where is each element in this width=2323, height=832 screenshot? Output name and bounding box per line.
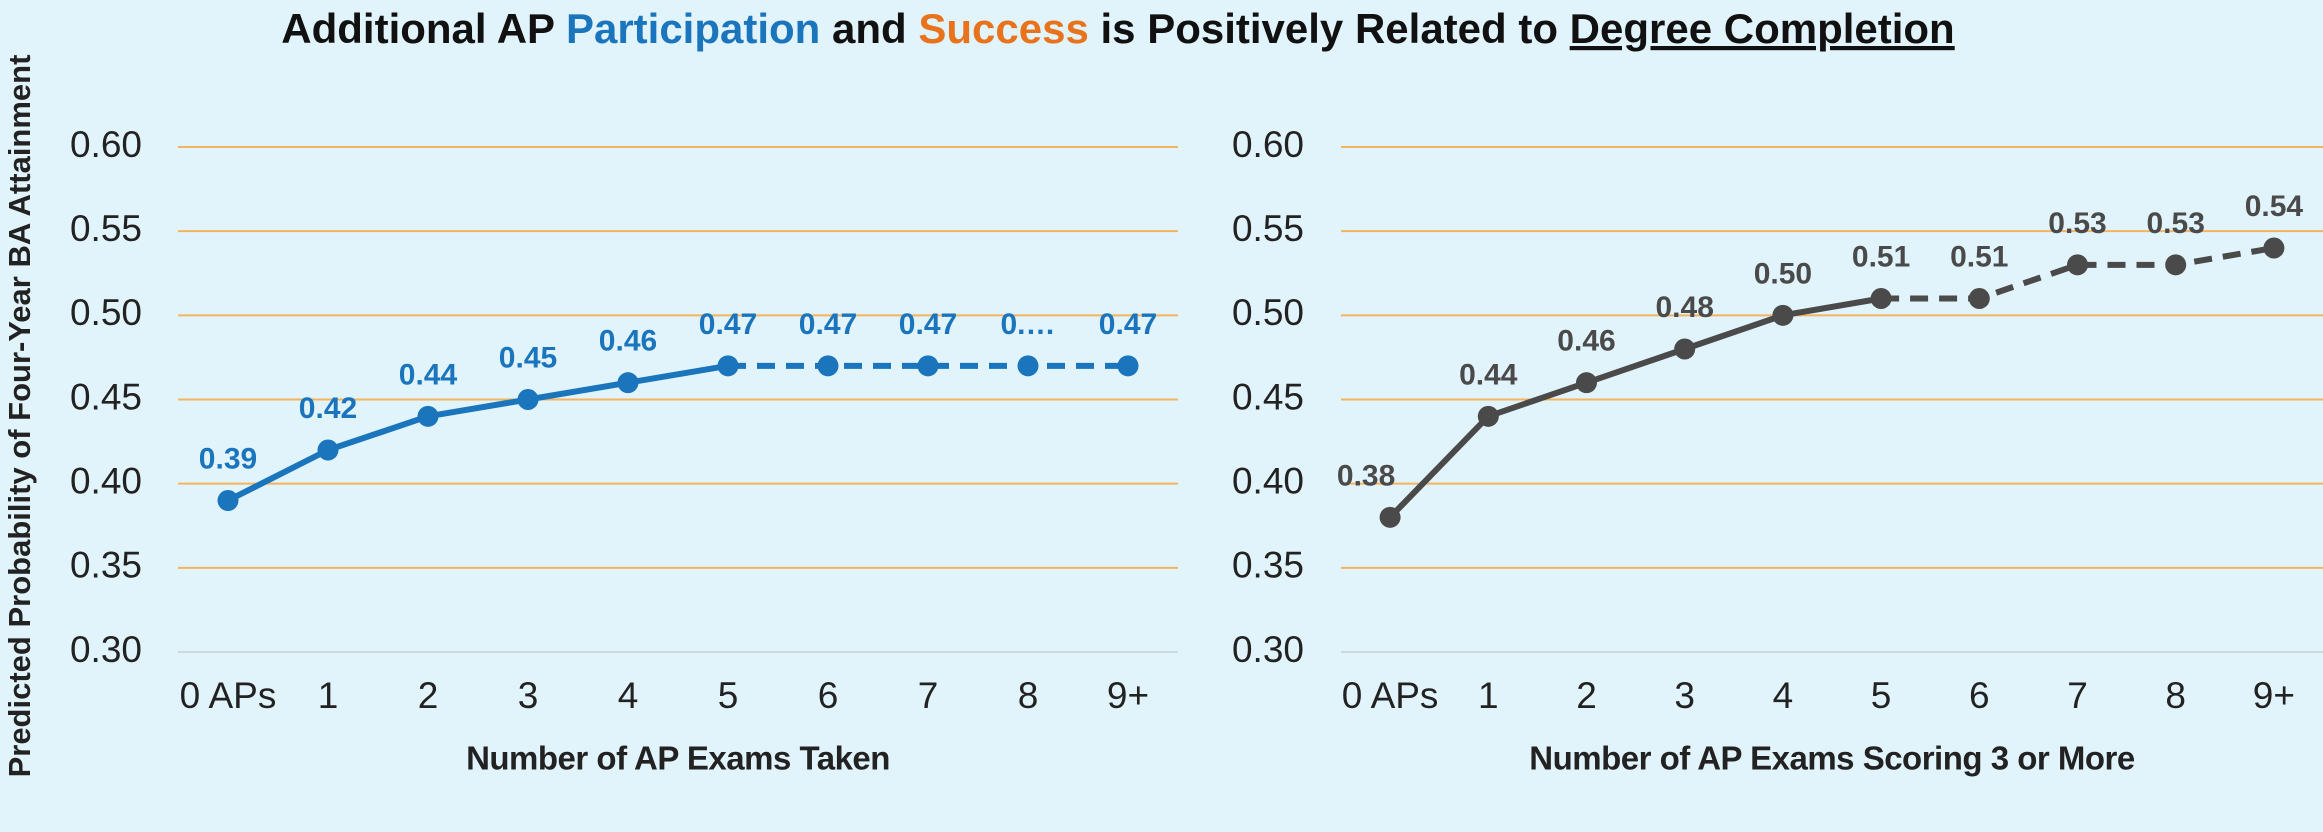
- x-axis-label: Number of AP Exams Taken: [466, 740, 890, 777]
- point: [917, 355, 939, 377]
- x-tick-label: 7: [2067, 675, 2088, 716]
- point: [317, 439, 339, 461]
- x-tick-label: 6: [1969, 675, 1990, 716]
- x-axis-label: Number of AP Exams Scoring 3 or More: [1529, 740, 2135, 777]
- point: [1968, 288, 1990, 309]
- data-label: 0.46: [1557, 325, 1615, 358]
- data-label: 0.53: [2048, 207, 2106, 240]
- data-label: 0.47: [1099, 308, 1157, 341]
- y-tick-label: 0.45: [70, 376, 142, 417]
- data-label: 0.51: [1950, 240, 2008, 273]
- data-label: 0.53: [2147, 207, 2205, 240]
- point: [1772, 304, 1794, 326]
- x-tick-label: 5: [1871, 675, 1892, 716]
- y-tick-label: 0.50: [1232, 292, 1304, 333]
- x-tick-label: 1: [318, 675, 339, 716]
- x-tick-label: 1: [1478, 675, 1499, 716]
- x-tick-label: 2: [418, 675, 439, 716]
- data-label: 0.38: [1337, 459, 1395, 492]
- x-tick-label: 0 APs: [180, 675, 277, 716]
- point: [617, 372, 639, 394]
- line-dashed: [1881, 245, 2275, 302]
- x-tick-label: 8: [2165, 675, 2186, 716]
- title-part: and: [820, 5, 918, 52]
- x-tick-label: 4: [1773, 675, 1794, 716]
- title-part: Degree Completion: [1570, 5, 1955, 52]
- point: [1870, 288, 1892, 309]
- data-label: 0.47: [899, 308, 957, 341]
- y-tick-label: 0.60: [1232, 124, 1304, 165]
- title-part: Additional AP: [281, 5, 566, 52]
- data-label: 0.50: [1754, 257, 1812, 290]
- point: [717, 355, 739, 377]
- data-label: 0.44: [399, 358, 458, 391]
- x-tick-label: 9+: [2253, 675, 2295, 716]
- point: [1379, 506, 1401, 528]
- point: [1477, 405, 1499, 427]
- point: [417, 405, 439, 427]
- point: [1674, 338, 1696, 360]
- y-tick-label: 0.40: [70, 460, 142, 501]
- x-tick-label: 0 APs: [1342, 675, 1439, 716]
- data-label: 0.46: [599, 325, 657, 358]
- y-tick-label: 0.50: [70, 292, 142, 333]
- data-label: 0.48: [1656, 291, 1714, 324]
- point: [817, 355, 839, 377]
- data-label: 0.54: [2245, 190, 2304, 223]
- line-solid: [226, 362, 729, 504]
- y-tick-label: 0.30: [1232, 629, 1304, 670]
- point: [217, 490, 239, 511]
- y-tick-label: 0.40: [1232, 460, 1304, 501]
- y-tick-label: 0.30: [70, 629, 142, 670]
- x-tick-label: 7: [918, 675, 939, 716]
- data-label: 0.39: [199, 442, 257, 475]
- chart-title: Additional AP Participation and Success …: [281, 5, 1954, 52]
- point: [2263, 237, 2285, 259]
- x-tick-label: 4: [618, 675, 639, 716]
- y-tick-label: 0.55: [70, 208, 142, 249]
- point: [2067, 254, 2088, 276]
- data-label: 0.47: [799, 308, 857, 341]
- x-tick-label: 9+: [1107, 675, 1149, 716]
- x-tick-label: 3: [1674, 675, 1695, 716]
- y-tick-label: 0.60: [70, 124, 142, 165]
- data-label: 0.51: [1852, 240, 1910, 273]
- point: [1017, 355, 1039, 377]
- line-solid: [1387, 295, 1882, 520]
- title-part: is Positively Related to: [1089, 5, 1570, 52]
- data-label: 0.…: [1000, 308, 1055, 341]
- point: [2165, 254, 2187, 276]
- x-tick-label: 3: [518, 675, 539, 716]
- x-tick-label: 6: [818, 675, 839, 716]
- y-tick-label: 0.35: [1232, 545, 1304, 586]
- y-tick-label: 0.55: [1232, 208, 1304, 249]
- point: [1576, 372, 1597, 394]
- point: [517, 389, 539, 410]
- data-label: 0.42: [299, 392, 357, 425]
- x-tick-label: 8: [1018, 675, 1039, 716]
- data-label: 0.45: [499, 341, 557, 374]
- data-label: 0.44: [1459, 358, 1518, 391]
- point: [1117, 355, 1139, 377]
- y-tick-label: 0.45: [1232, 376, 1304, 417]
- y-axis-label: Predicted Probability of Four-Year BA At…: [2, 55, 37, 778]
- y-tick-label: 0.35: [70, 545, 142, 586]
- x-tick-label: 5: [718, 675, 739, 716]
- x-tick-label: 2: [1576, 675, 1597, 716]
- title-part: Participation: [566, 5, 820, 52]
- title-part: Success: [918, 5, 1088, 52]
- data-label: 0.47: [699, 308, 757, 341]
